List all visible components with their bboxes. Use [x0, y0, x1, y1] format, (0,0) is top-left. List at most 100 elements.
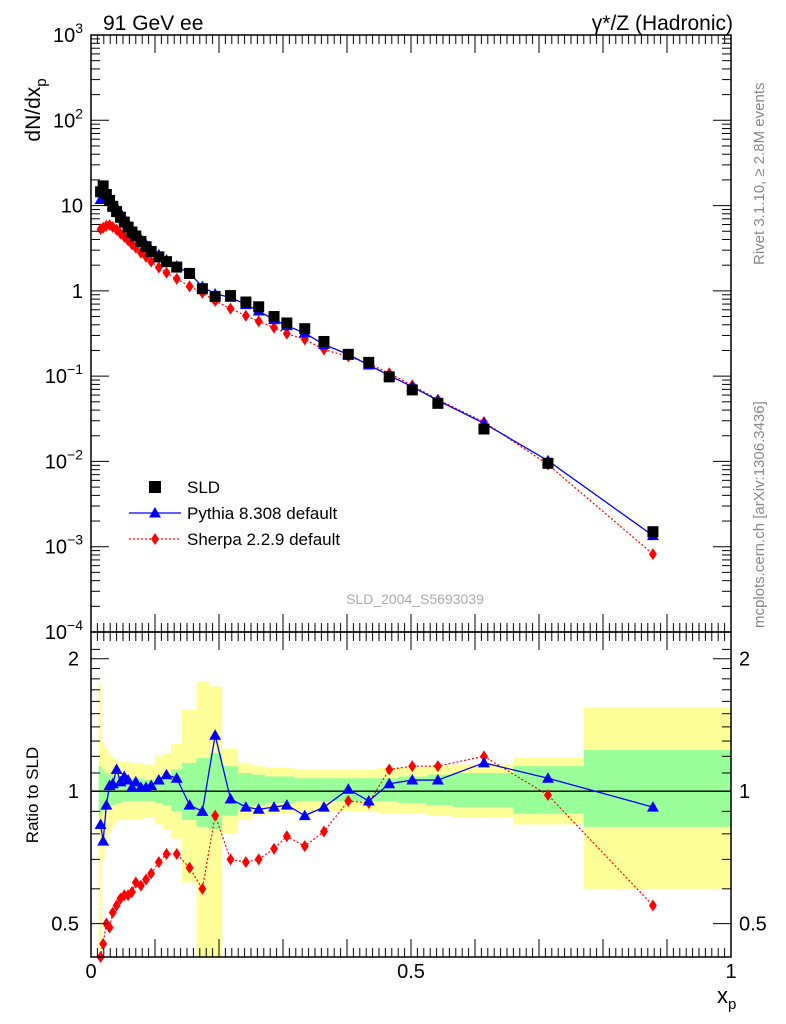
ratio-sherpa-point	[112, 899, 121, 912]
ratio-sherpa-point	[282, 830, 291, 843]
legend-pythia-marker	[149, 507, 161, 518]
ratio-xlabel-main: x	[717, 983, 728, 1008]
ratio-inner-band	[583, 750, 731, 827]
main-sld-point	[240, 296, 252, 308]
main-sherpa-point	[648, 548, 657, 561]
main-sld-point	[281, 317, 293, 329]
ratio-axes: 0.5 0.5 1 1 2 2 0 0.5 1	[51, 632, 767, 983]
ratio-inner-band	[513, 766, 584, 814]
main-sld-point	[161, 256, 173, 268]
main-y-tick-label: 103	[53, 20, 83, 47]
main-y-tick-base: 10	[53, 110, 75, 132]
ratio-sherpa-point	[241, 856, 250, 869]
ratio-pythia-point	[362, 794, 375, 806]
ratio-pythia-point	[541, 772, 554, 783]
ratio-inner-band	[171, 769, 182, 812]
ratio-inner-band	[452, 772, 514, 808]
ratio-sherpa-point	[319, 825, 328, 838]
ratio-pythia-point	[646, 801, 659, 812]
main-y-tick-label: 10−3	[45, 532, 83, 559]
ratio-y-tick-label-right: 1	[739, 781, 750, 803]
main-y-tick-base: 10	[45, 366, 67, 388]
ratio-pythia-point	[477, 756, 490, 768]
ratio-sherpa-point	[198, 882, 207, 895]
ratio-x-tick-label: 0	[85, 961, 96, 983]
main-sld-point	[363, 356, 375, 368]
legend-sld-marker	[149, 481, 161, 493]
main-sld-point	[111, 206, 123, 218]
ratio-pythia-point	[298, 809, 311, 821]
main-y-tick-exponent: −4	[67, 617, 83, 633]
ratio-pythia-point	[196, 805, 209, 816]
ratio-sherpa-point	[254, 853, 263, 866]
main-ylabel: dN/dxp	[22, 78, 50, 141]
ratio-inner-band	[196, 757, 210, 827]
ratio-pythia-point	[268, 801, 281, 812]
main-sherpa-point	[185, 280, 194, 293]
ratio-inner-band	[315, 778, 333, 801]
ratio-inner-band	[101, 769, 105, 812]
ratio-inner-band	[265, 776, 282, 804]
ratio-sherpa-point	[154, 856, 163, 869]
ratio-pythia-point	[252, 803, 265, 814]
ratio-sherpa-point	[211, 809, 220, 822]
main-sld-point	[171, 261, 183, 273]
main-y-tick-exponent: 2	[75, 105, 83, 121]
ratio-sherpa-point	[385, 763, 394, 776]
ratio-pythia-point	[383, 777, 396, 789]
main-y-tick-base: 10	[45, 622, 67, 644]
ratio-pythia-point	[280, 799, 293, 810]
main-sherpa-point	[282, 327, 291, 340]
main-sherpa-point	[270, 321, 279, 334]
ratio-pythia-point	[431, 774, 444, 785]
main-y-tick-label: 10−4	[45, 617, 83, 644]
ratio-y-tick-label-right: 2	[739, 649, 750, 671]
ratio-pythia-point	[160, 768, 173, 780]
ratio-inner-band	[294, 778, 315, 801]
main-y-tick-exponent: −3	[67, 532, 83, 548]
main-y-tick-base: 10	[61, 196, 83, 218]
main-sld-point	[209, 290, 221, 302]
ratio-pythia-point	[122, 774, 135, 785]
main-sld-point	[268, 311, 280, 323]
legend: SLD Pythia 8.308 default Sherpa 2.2.9 defa…	[129, 478, 340, 549]
main-sld-point	[318, 335, 330, 347]
ratio-pythia-point	[152, 774, 165, 785]
ratio-pythia-point	[97, 835, 110, 846]
mcplots-side-label: mcplots.cern.ch [arXiv:1306.3436]	[751, 401, 768, 628]
ratio-inner-band	[252, 774, 266, 806]
ratio-x-tick-label: 0.5	[397, 961, 425, 983]
header-right-label: γ*/Z (Hadronic)	[592, 12, 733, 35]
main-sherpa-point	[172, 272, 181, 285]
ratio-pythia-point	[129, 775, 142, 787]
main-sld-point	[184, 267, 196, 279]
ratio-sherpa-point	[172, 847, 181, 860]
main-sherpa-point	[226, 302, 235, 315]
main-y-tick-base: 1	[72, 281, 83, 303]
ratio-pythia-point	[125, 781, 138, 792]
ratio-sherpa-point	[142, 873, 151, 886]
ratio-inner-band	[122, 778, 127, 801]
main-y-tick-exponent: −2	[67, 446, 83, 462]
main-sld-point	[145, 245, 157, 257]
ratio-x-tick-label: 1	[725, 961, 736, 983]
main-sld-point	[647, 526, 659, 538]
main-sld-point	[478, 423, 490, 435]
ratio-sherpa-point	[162, 847, 171, 860]
ratio-sherpa-point	[408, 760, 417, 773]
ratio-sherpa-point	[147, 867, 156, 880]
ratio-pythia-point	[110, 763, 123, 775]
rivet-side-label: Rivet 3.1.10, ≥ 2.8M events	[751, 83, 768, 266]
ratio-inner-band	[281, 776, 295, 804]
ratio-inner-band	[155, 776, 163, 804]
ratio-pythia-point	[170, 772, 183, 783]
main-sld-point	[342, 348, 354, 360]
ratio-xlabel-sub: p	[728, 996, 736, 1013]
ratio-sherpa-point	[99, 937, 108, 950]
ratio-pythia-point	[239, 801, 252, 812]
main-y-tick-label: 10−1	[45, 361, 83, 388]
ratio-xlabel: xp	[717, 983, 736, 1013]
